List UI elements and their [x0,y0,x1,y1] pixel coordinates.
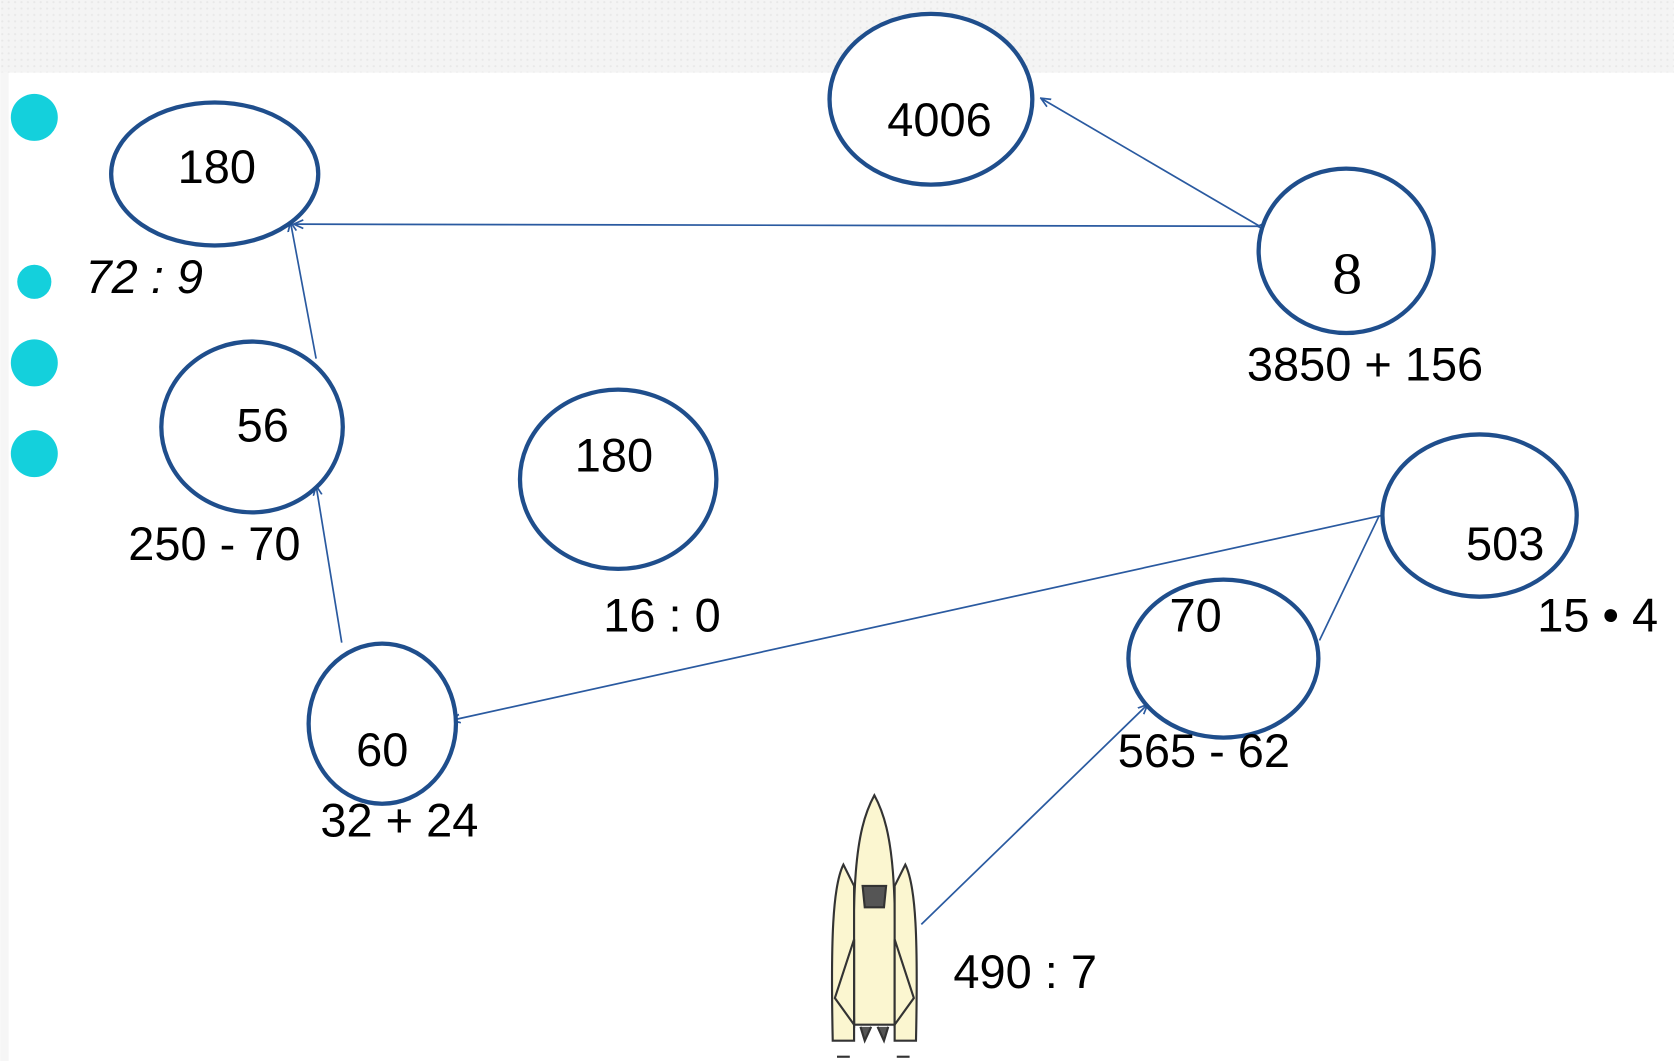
bullet [11,339,58,386]
arrow [316,486,342,643]
expression: 72 : 9 [86,250,203,303]
rocket-part [853,795,895,1024]
node-label: 180 [575,428,653,481]
header-band [0,0,1674,73]
node-label: 8 [1332,240,1362,306]
expression: 565 - 62 [1118,724,1290,777]
arrow [921,704,1147,924]
node-ellipse [1382,434,1576,596]
node-label: 70 [1170,589,1222,642]
node-ellipse [1128,580,1318,738]
node-label: 60 [356,723,408,776]
slide: 180 4006 8 56 180 503 70 60 72 : 9 3850 … [0,0,1674,1061]
expression: 3850 + 156 [1247,338,1483,391]
node-label: 503 [1466,517,1544,570]
expression: 250 - 70 [128,517,300,570]
expression: 32 + 24 [320,793,478,846]
expression: 16 : 0 [603,589,720,642]
arrow [290,222,316,359]
rocket-part [863,886,886,907]
arrow [1319,516,1379,641]
rocket [832,795,917,1057]
node-label: 4006 [887,93,991,146]
expression: 15 • 4 [1537,589,1658,642]
node-label: 180 [178,140,256,193]
node-label: 56 [237,399,289,452]
nodes: 180 4006 8 56 180 503 70 60 [111,14,1577,804]
bullet [11,94,58,141]
page: 180 4006 8 56 180 503 70 60 72 : 9 3850 … [0,0,1674,1061]
rocket-part [860,1027,888,1041]
arrow [1041,98,1260,226]
bullet [11,430,58,477]
expression: 490 : 7 [953,945,1097,998]
left-edge [0,73,9,1061]
arrow [294,224,1258,226]
bullet [17,265,51,299]
